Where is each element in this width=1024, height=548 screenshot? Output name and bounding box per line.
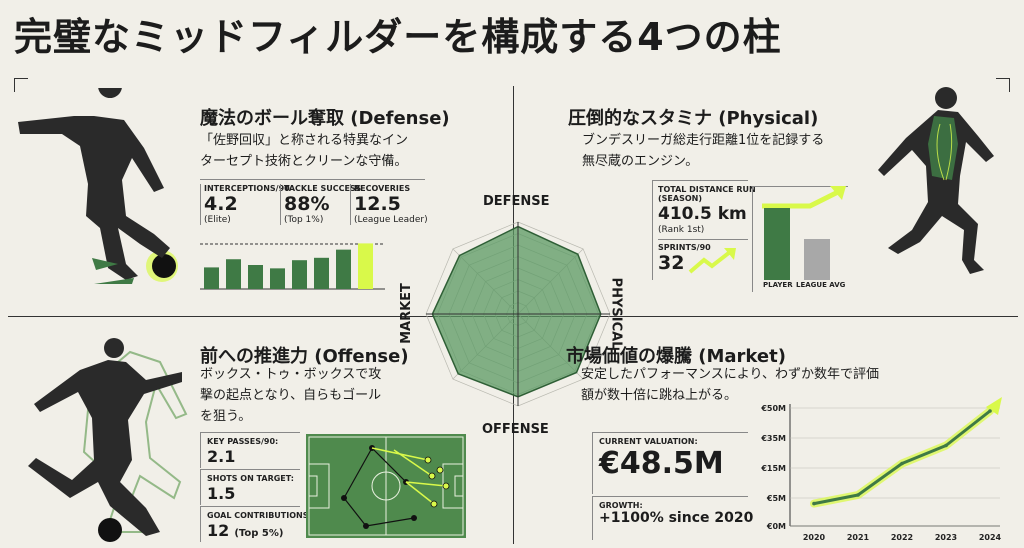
defense-bar bbox=[270, 268, 285, 289]
market-point bbox=[900, 461, 904, 466]
market-x-tick-label: 2023 bbox=[935, 533, 957, 542]
defense-title: 魔法のボール奪取 (Defense) bbox=[200, 108, 450, 129]
market-line-glow bbox=[810, 407, 994, 508]
market-point bbox=[988, 409, 992, 413]
stat-current-valuation: CURRENT VALUATION: €48.5M bbox=[592, 432, 748, 494]
stat-goal-contributions: GOAL CONTRIBUTIONS: 12 (Top 5%) bbox=[200, 506, 312, 542]
physical-title: 圧倒的なスタミナ (Physical) bbox=[568, 108, 819, 129]
market-x-tick-label: 2021 bbox=[847, 533, 870, 542]
market-x-tick-label: 2022 bbox=[891, 533, 913, 542]
bar-label-player: PLAYER bbox=[763, 281, 793, 289]
market-x-tick-label: 2024 bbox=[979, 533, 1002, 542]
market-point bbox=[856, 493, 860, 497]
offense-description: ボックス・トゥ・ボックスで攻 撃の起点となり、自らもゴール を狙う。 bbox=[200, 367, 382, 424]
stat-tackle-success: TACKLE SUCCESS 88% (Top 1%) bbox=[280, 184, 361, 225]
defense-bar bbox=[292, 260, 307, 289]
offense-player-silhouette-icon bbox=[28, 338, 188, 542]
market-y-tick-label: €50M bbox=[760, 404, 786, 413]
radar-label-defense: DEFENSE bbox=[483, 194, 550, 209]
stat-growth: GROWTH: +1100% since 2020 bbox=[592, 496, 753, 540]
stat-interceptions: INTERCEPTIONS/90 4.2 (Elite) bbox=[200, 184, 290, 225]
sprint-trend-arrow-icon bbox=[688, 248, 736, 274]
bar-label-league-avg: LEAGUE AVG bbox=[796, 281, 846, 289]
defense-stats: INTERCEPTIONS/90 4.2 (Elite) TACKLE SUCC… bbox=[200, 179, 428, 227]
radar-label-offense: OFFENSE bbox=[482, 422, 549, 437]
market-point bbox=[944, 443, 948, 448]
defense-bar bbox=[336, 249, 351, 289]
offense-title: 前への推進力 (Offense) bbox=[200, 346, 409, 367]
physical-bar-chart bbox=[752, 186, 848, 292]
market-stats: CURRENT VALUATION: €48.5M GROWTH: +1100%… bbox=[592, 432, 753, 540]
market-arrow-head-icon bbox=[986, 397, 1002, 415]
runner-anatomy-silhouette-icon bbox=[878, 87, 994, 274]
market-value-line-chart: €0M €5M €15M €35M €50M 2020 2021 2022 2023 2024 bbox=[760, 397, 1002, 542]
defense-bar bbox=[226, 259, 241, 289]
market-y-tick-label: €35M bbox=[760, 434, 786, 443]
physical-trend-arrow-icon bbox=[762, 186, 846, 209]
page-title: 完璧なミッドフィルダーを構成する4つの柱 bbox=[14, 15, 782, 59]
stat-shots-on-target: SHOTS ON TARGET: 1.5 bbox=[200, 469, 300, 505]
corner-bracket-tr bbox=[996, 78, 1010, 92]
bar-league-avg bbox=[804, 238, 830, 280]
defense-bar bbox=[314, 257, 329, 289]
defense-player-silhouette-icon bbox=[18, 88, 178, 284]
defense-bar bbox=[248, 265, 263, 289]
defense-bar bbox=[358, 243, 373, 289]
physical-stats: TOTAL DISTANCE RUN (SEASON) 410.5 km (Ra… bbox=[652, 180, 756, 280]
market-description: 安定したパフォーマンスにより、わずか数年で評価 額が数十倍に跳ね上がる。 bbox=[581, 367, 879, 403]
defense-bar-chart bbox=[200, 243, 385, 290]
market-title: 市場価値の爆騰 (Market) bbox=[566, 346, 786, 367]
stat-key-passes: KEY PASSES/90: 2.1 bbox=[200, 432, 300, 468]
radar-label-physical: PHYSICAL bbox=[608, 277, 624, 350]
market-y-tick-label: €15M bbox=[760, 464, 786, 473]
market-y-tick-label: €0M bbox=[766, 522, 786, 531]
defense-bar bbox=[204, 267, 219, 289]
market-y-tick-label: €5M bbox=[766, 494, 786, 503]
offense-stats: KEY PASSES/90: 2.1 SHOTS ON TARGET: 1.5 … bbox=[200, 432, 312, 542]
physical-description: ブンデスリーガ総走行距離1位を記録する 無尽蔵のエンジン。 bbox=[582, 133, 825, 169]
market-point bbox=[812, 501, 816, 506]
radar-label-market: MARKET bbox=[398, 283, 414, 344]
market-line bbox=[812, 409, 992, 506]
market-x-tick-label: 2020 bbox=[803, 533, 826, 542]
radar-chart bbox=[425, 221, 611, 407]
bar-player bbox=[764, 208, 790, 280]
pass-map-pitch bbox=[306, 434, 466, 538]
corner-bracket-tl bbox=[14, 78, 28, 92]
defense-description: 「佐野回収」と称される特異なイン ターセプト技術とクリーンな守備。 bbox=[200, 133, 409, 169]
stat-recoveries: RECOVERIES 12.5 (League Leader) bbox=[350, 184, 428, 225]
radar-area bbox=[431, 225, 602, 398]
